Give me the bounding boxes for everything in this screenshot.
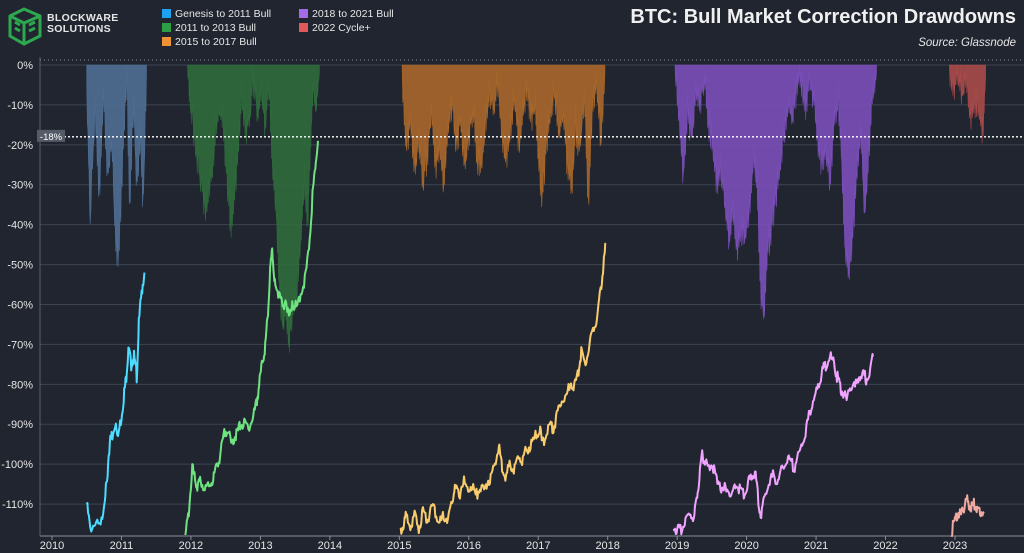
price-line-1 [184, 140, 319, 536]
x-tick-label: 2021 [804, 540, 828, 552]
x-tick-label: 2017 [526, 540, 550, 552]
x-tick-label: 2016 [457, 540, 481, 552]
blockware-logo-cube-icon [8, 7, 42, 46]
legend-swatch [162, 9, 171, 18]
x-tick-label: 2015 [387, 540, 411, 552]
x-tick-label: 2010 [40, 540, 64, 552]
x-tick-label: 2013 [248, 540, 272, 552]
brand-name-line2: SOLUTIONS [47, 23, 111, 35]
price-line-2 [399, 242, 607, 535]
y-tick-label: -80% [7, 379, 33, 391]
legend-item-2015-2017: 2015 to 2017 Bull [162, 36, 257, 49]
x-tick-label: 2012 [179, 540, 203, 552]
chart-source: Source: Glassnode [918, 37, 1016, 49]
legend-item-genesis: Genesis to 2011 Bull [162, 8, 271, 21]
legend-item-2022: 2022 Cycle+ [299, 22, 371, 35]
chart-legend: Genesis to 2011 Bull 2011 to 2013 Bull 2… [162, 8, 452, 50]
y-tick-label: -20% [7, 140, 33, 152]
drawdown-area-1 [187, 64, 320, 353]
y-tick-label: -90% [7, 419, 33, 431]
drawdown-area-2 [401, 64, 606, 208]
drawdown-area-3 [674, 64, 877, 320]
price-line-0 [85, 272, 146, 533]
x-tick-label: 2018 [595, 540, 619, 552]
y-tick-label: -60% [7, 299, 33, 311]
legend-swatch [299, 23, 308, 32]
drawdown-area-0 [86, 64, 147, 267]
legend-item-2018-2021: 2018 to 2021 Bull [299, 8, 394, 21]
brand-name-line1: BLOCKWARE [47, 12, 119, 24]
reference-label: -18% [40, 132, 63, 143]
y-tick-label: -70% [7, 339, 33, 351]
y-tick-label: -30% [7, 180, 33, 192]
y-tick-label: -50% [7, 260, 33, 272]
legend-swatch [162, 37, 171, 46]
y-tick-label: -100% [1, 459, 33, 471]
x-tick-label: 2014 [318, 540, 342, 552]
chart-title: BTC: Bull Market Correction Drawdowns [630, 6, 1016, 28]
drawdown-area-4 [949, 64, 986, 144]
legend-label: 2022 Cycle+ [312, 22, 371, 34]
brand-name: BLOCKWARE SOLUTIONS [47, 13, 119, 35]
y-tick-label: 0% [17, 60, 33, 72]
legend-swatch [299, 9, 308, 18]
legend-label: 2011 to 2013 Bull [175, 22, 256, 34]
x-tick-label: 2011 [110, 540, 134, 552]
y-tick-label: -10% [7, 100, 33, 112]
blockware-logo [8, 7, 42, 46]
legend-label: 2018 to 2021 Bull [312, 8, 394, 20]
x-tick-label: 2023 [943, 540, 967, 552]
legend-label: Genesis to 2011 Bull [175, 8, 272, 20]
legend-swatch [162, 23, 171, 32]
x-tick-label: 2019 [665, 540, 689, 552]
legend-label: 2015 to 2017 Bull [175, 36, 257, 48]
price-line-3 [672, 351, 874, 536]
price-line-4 [950, 494, 985, 538]
y-tick-label: -40% [7, 220, 33, 232]
y-tick-label: -110% [2, 499, 33, 511]
x-tick-label: 2022 [873, 540, 897, 552]
reference-label-box [37, 129, 65, 142]
legend-item-2011-2013: 2011 to 2013 Bull [162, 22, 256, 35]
x-tick-label: 2020 [734, 540, 758, 552]
